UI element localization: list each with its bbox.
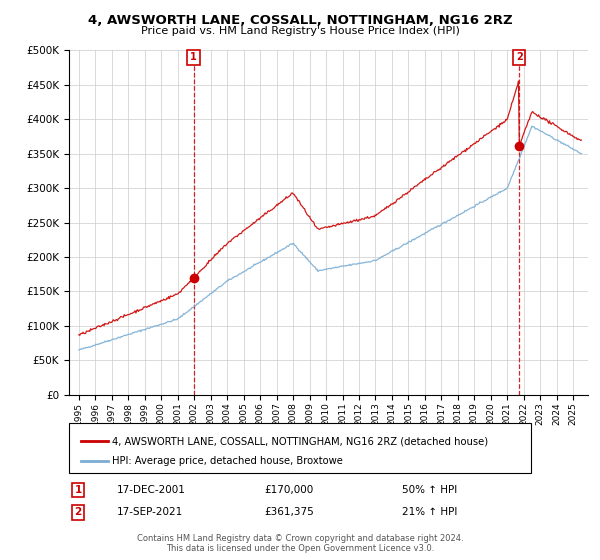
Text: 1: 1 xyxy=(74,485,82,495)
Text: Contains HM Land Registry data © Crown copyright and database right 2024.
This d: Contains HM Land Registry data © Crown c… xyxy=(137,534,463,553)
Text: 2: 2 xyxy=(74,507,82,517)
Text: 2: 2 xyxy=(516,52,523,62)
Text: £170,000: £170,000 xyxy=(264,485,313,495)
Text: 4, AWSWORTH LANE, COSSALL, NOTTINGHAM, NG16 2RZ (detached house): 4, AWSWORTH LANE, COSSALL, NOTTINGHAM, N… xyxy=(112,436,488,446)
Text: £361,375: £361,375 xyxy=(264,507,314,517)
Text: 17-SEP-2021: 17-SEP-2021 xyxy=(117,507,183,517)
Text: Price paid vs. HM Land Registry's House Price Index (HPI): Price paid vs. HM Land Registry's House … xyxy=(140,26,460,36)
Text: 17-DEC-2001: 17-DEC-2001 xyxy=(117,485,186,495)
Text: 21% ↑ HPI: 21% ↑ HPI xyxy=(402,507,457,517)
Text: 4, AWSWORTH LANE, COSSALL, NOTTINGHAM, NG16 2RZ: 4, AWSWORTH LANE, COSSALL, NOTTINGHAM, N… xyxy=(88,14,512,27)
Text: 50% ↑ HPI: 50% ↑ HPI xyxy=(402,485,457,495)
Text: 1: 1 xyxy=(190,52,197,62)
Text: HPI: Average price, detached house, Broxtowe: HPI: Average price, detached house, Brox… xyxy=(112,456,343,466)
